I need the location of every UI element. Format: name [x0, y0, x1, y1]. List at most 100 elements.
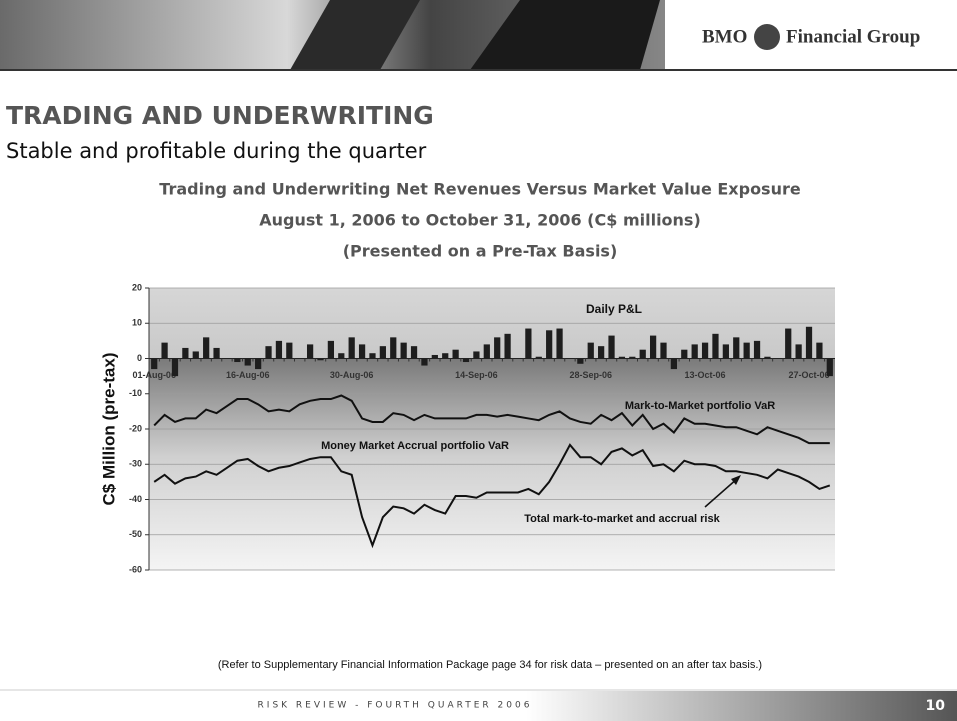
- series-label: Mark-to-Market portfolio VaR: [625, 400, 775, 412]
- bar: [587, 342, 594, 359]
- annotation: Money Market Accrual portfolio VaR: [321, 440, 509, 452]
- bar: [722, 344, 729, 359]
- banner-shape: [470, 0, 660, 70]
- bar: [275, 340, 283, 359]
- chart-title: Trading and Underwriting Net Revenues Ve…: [159, 180, 801, 199]
- line: [153, 443, 831, 549]
- bar: [317, 358, 324, 361]
- bar: [660, 342, 667, 359]
- bar: [161, 342, 168, 359]
- bar: [182, 347, 189, 359]
- x-tick-label: 28-Sep-06: [569, 370, 612, 380]
- bar: [244, 358, 251, 366]
- bar: [535, 356, 542, 359]
- x-tick-label: 16-Aug-06: [226, 370, 270, 380]
- bar: [681, 349, 688, 359]
- y-tick-label: -50: [129, 529, 142, 539]
- bar: [608, 335, 615, 359]
- bar: [743, 342, 750, 359]
- bar: [390, 337, 397, 359]
- bar: [701, 342, 709, 359]
- bar: [598, 346, 605, 359]
- x-tick-label: 30-Aug-06: [330, 370, 374, 380]
- bar: [494, 337, 501, 359]
- bar: [462, 358, 470, 363]
- bar: [452, 349, 459, 359]
- bar: [795, 344, 802, 359]
- page-number: 10: [926, 698, 946, 714]
- logo-box: [665, 0, 957, 70]
- bar: [421, 358, 428, 366]
- logo-text: Financial Group: [786, 26, 920, 47]
- bar: [473, 351, 480, 359]
- bar: [483, 344, 490, 359]
- arrow-head: [731, 475, 741, 485]
- x-tick-label: 27-Oct-06: [788, 370, 829, 380]
- footer-text: RISK REVIEW - FOURTH QUARTER 2006: [258, 701, 533, 711]
- bar: [826, 358, 833, 377]
- line: [153, 394, 830, 445]
- bar: [577, 358, 584, 364]
- chart: C$ Million (pre-tax) Trading and Underwr…: [99, 180, 835, 574]
- y-axis-label: C$ Million (pre-tax): [99, 352, 118, 505]
- banner-shape: [290, 0, 420, 70]
- bar: [785, 328, 792, 359]
- bar: [338, 353, 345, 359]
- bar: [265, 346, 272, 359]
- bar: [348, 337, 355, 359]
- bar: [649, 335, 657, 359]
- bar: [546, 330, 553, 359]
- series-label: Daily P&L: [586, 302, 642, 316]
- bar: [151, 358, 158, 370]
- bar: [639, 349, 646, 359]
- bar: [358, 344, 366, 359]
- bar: [255, 358, 262, 370]
- chart-title: August 1, 2006 to October 31, 2006 (C$ m…: [259, 211, 701, 230]
- x-tick-label: 14-Sep-06: [455, 370, 498, 380]
- slide-subtitle: Stable and profitable during the quarter: [6, 139, 427, 163]
- bar: [691, 344, 698, 359]
- bar: [618, 356, 626, 359]
- bar: [203, 337, 210, 359]
- bar: [379, 346, 386, 359]
- bar: [504, 333, 511, 359]
- bar: [629, 356, 636, 359]
- bar: [171, 358, 179, 377]
- bar: [764, 356, 771, 359]
- logo-icon: [754, 24, 780, 50]
- footnote: (Refer to Supplementary Financial Inform…: [218, 659, 762, 671]
- bar: [525, 328, 532, 359]
- series-label: Total mark-to-market and accrual risk: [524, 513, 720, 525]
- bar: [670, 358, 678, 370]
- bar: [733, 337, 740, 359]
- bar: [410, 346, 418, 359]
- y-tick-label: -10: [129, 388, 142, 398]
- footer-band: [0, 691, 957, 721]
- bar: [400, 342, 407, 359]
- bar: [234, 358, 241, 363]
- bar: [286, 342, 293, 359]
- bar: [306, 344, 314, 359]
- y-tick-label: -30: [129, 459, 142, 469]
- bar: [442, 353, 449, 359]
- y-tick-label: 0: [137, 353, 142, 363]
- annotation-arrow: [704, 477, 739, 508]
- chart-title: (Presented on a Pre-Tax Basis): [343, 242, 618, 261]
- bar: [556, 328, 563, 359]
- bar: [712, 333, 719, 359]
- bar: [327, 340, 335, 359]
- bar: [816, 342, 823, 359]
- x-tick-label: 13-Oct-06: [685, 370, 726, 380]
- y-tick-label: -40: [129, 494, 142, 504]
- x-tick-label: 01-Aug-06: [132, 370, 176, 380]
- slide-title: TRADING AND UNDERWRITING: [6, 101, 434, 130]
- bar: [753, 340, 761, 359]
- y-tick-label: 10: [132, 318, 142, 328]
- bar: [213, 347, 220, 359]
- bar: [431, 354, 438, 359]
- bar: [192, 351, 199, 359]
- logo-brand: BMO: [702, 26, 747, 47]
- y-tick-label: -60: [129, 564, 142, 574]
- y-tick-label: -20: [129, 423, 142, 433]
